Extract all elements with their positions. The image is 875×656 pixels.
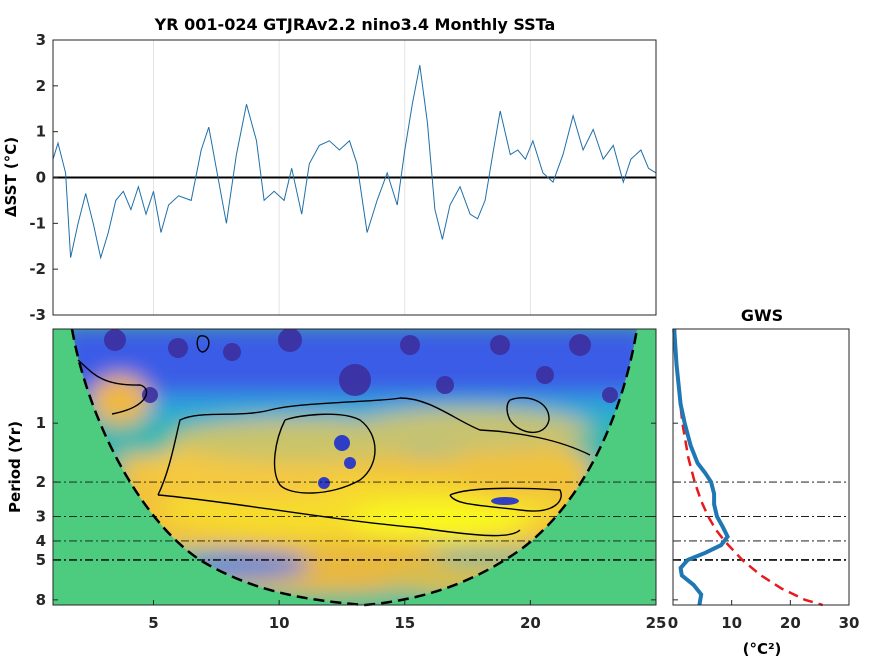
gws-x-label: (°C²) [743,640,782,656]
x-tick-label: 0 [668,614,678,632]
gws-y-ticks [673,422,678,601]
wavelet-field [53,329,656,605]
x-tick-label: 15 [394,614,415,632]
y-tick-label: 2 [36,77,46,95]
y-tick-label: 3 [36,508,46,526]
y-tick-label: 2 [36,473,46,491]
y-tick-label: 3 [36,31,46,49]
x-tick-label: 30 [839,614,860,632]
y-tick-label: 0 [36,169,46,187]
timeseries-y-label: ΔSST (°C) [2,137,20,217]
y-tick-label: 1 [36,414,46,432]
x-tick-label: 10 [269,614,290,632]
gws-reference-lines [673,481,849,561]
y-tick-label: -3 [29,306,46,324]
wavelet-reference-lines [53,481,656,561]
timeseries-panel: YR 001-024 GTJRAv2.2 nino3.4 Monthly SST… [2,15,657,324]
x-tick-label: 20 [780,614,801,632]
wavelet-y-ticks: 1 2 3 45 8 [36,414,656,609]
timeseries-y-ticks: -3 -2 -1 0 1 2 3 [29,31,58,324]
gws-title: GWS [741,306,783,325]
y-tick-label: -1 [29,214,46,232]
y-tick-label: 5 [36,551,46,569]
red-noise-spectrum [673,328,823,607]
sst-anomaly-series [52,65,657,260]
y-tick-label: 8 [36,591,46,609]
chart-title: YR 001-024 GTJRAv2.2 nino3.4 Monthly SST… [154,15,556,34]
x-tick-label: 20 [520,614,541,632]
wavelet-y-label: Period (Yr) [6,421,24,513]
cone-of-influence-left [53,329,365,605]
gws-panel: GWS 0 10 20 30 (°C²) [668,306,860,656]
gws-axes-box [672,328,850,606]
y-tick-label: -2 [29,260,46,278]
x-tick-label: 25 [646,614,667,632]
y-tick-label: 1 [36,123,46,141]
wavelet-axes-box [52,328,657,606]
y-tick-label: 4 [36,532,46,550]
wavelet-x-ticks: 5 10 15 20 25 [148,600,666,632]
global-wavelet-spectrum [672,328,730,606]
cone-of-influence-right [365,329,656,605]
x-tick-label: 10 [721,614,742,632]
significance-contours [77,335,591,537]
gws-x-ticks: 0 10 20 30 [668,600,860,632]
x-tick-label: 5 [148,614,158,632]
